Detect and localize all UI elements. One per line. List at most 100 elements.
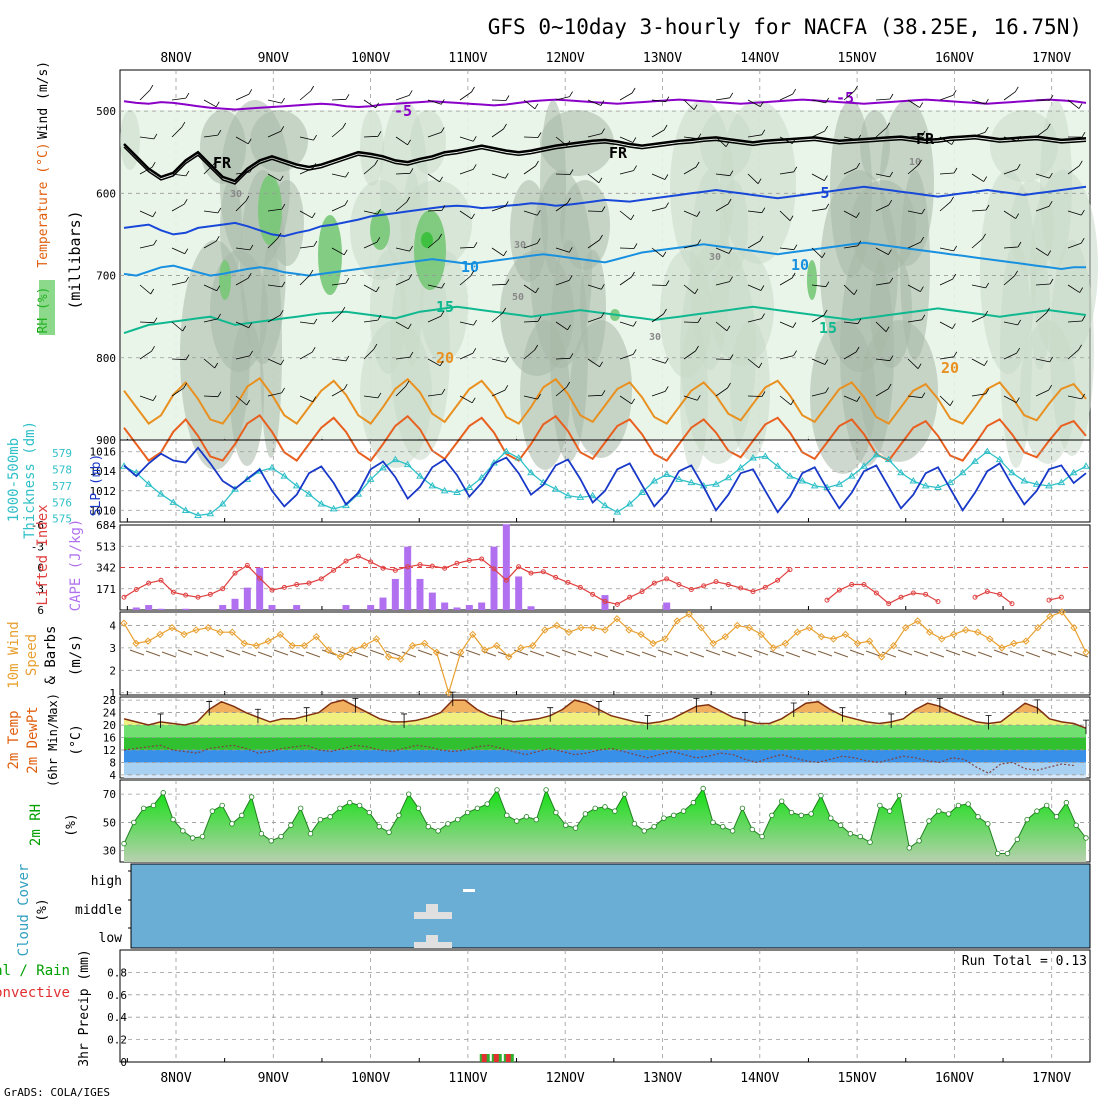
lifted-index-point xyxy=(849,582,855,587)
cloud-background xyxy=(130,863,1091,949)
cloud-axis-label: Cloud Cover xyxy=(16,864,32,957)
rh-point xyxy=(877,802,883,809)
convective-bar xyxy=(505,1054,511,1062)
cape-bar xyxy=(293,605,301,610)
minmax-bar xyxy=(547,707,554,722)
rh-point xyxy=(778,798,785,804)
wind-barb xyxy=(971,358,988,366)
rh-point xyxy=(327,814,333,820)
wind-barb xyxy=(587,284,605,290)
lifted-index-line xyxy=(974,590,1013,605)
lifted-index-point xyxy=(405,564,411,570)
cape-bar xyxy=(219,605,227,610)
wind-barb xyxy=(267,126,285,138)
wind-barb xyxy=(779,272,796,286)
wind-barb xyxy=(1073,651,1089,658)
day-label: 12NOV xyxy=(546,51,585,66)
wind-barb xyxy=(459,210,475,220)
wind-barb xyxy=(235,195,250,212)
lifted-index-point xyxy=(972,594,978,600)
lifted-index-point xyxy=(886,601,892,607)
cape-tick-label: 513 xyxy=(96,540,116,553)
wind-barb xyxy=(523,99,539,110)
wind-barb xyxy=(875,171,894,178)
day-label: 8NOV xyxy=(160,51,191,66)
wind-speed-point xyxy=(769,644,778,652)
thickness-point xyxy=(564,491,572,499)
wind-barb xyxy=(369,649,385,656)
wind-barb xyxy=(843,346,860,360)
wind-barb xyxy=(161,651,177,658)
minmax-bar xyxy=(1083,719,1089,735)
wind-barb xyxy=(907,284,924,292)
thickness-point xyxy=(206,509,215,517)
cape-bar xyxy=(379,597,387,610)
rh-point xyxy=(837,822,844,828)
wind-barb xyxy=(363,343,378,360)
wind-barb xyxy=(427,388,446,397)
wind-barb xyxy=(331,306,346,323)
wind-barb xyxy=(971,126,989,138)
cape-bar xyxy=(416,578,424,610)
contour-label: 15 xyxy=(436,298,454,316)
wind-barb xyxy=(171,198,188,212)
wind-barb xyxy=(427,311,445,323)
rh-shading xyxy=(360,110,384,186)
wind-barb xyxy=(299,163,317,175)
thickness-point xyxy=(292,481,301,489)
wind-speed-point xyxy=(649,639,657,648)
wind-barb xyxy=(971,204,990,212)
wind-barb xyxy=(747,313,765,323)
rh-point xyxy=(680,808,687,814)
rh-point xyxy=(415,805,422,811)
wind-barb xyxy=(129,649,145,656)
wind-barb xyxy=(1035,278,1054,286)
thickness-point xyxy=(835,480,844,487)
wind-barb xyxy=(1035,384,1053,397)
contour-label: 30 xyxy=(709,252,721,263)
wind-barb xyxy=(203,158,218,175)
wind-barb xyxy=(747,391,766,397)
thickness-point xyxy=(749,454,757,461)
wind-barb xyxy=(139,161,156,175)
wind-barb xyxy=(721,650,737,657)
rh-point xyxy=(150,802,157,809)
cape-bar xyxy=(157,608,165,610)
wind-speed-point xyxy=(180,630,188,639)
lifted-index-point xyxy=(836,587,842,593)
lifted-index-point xyxy=(602,599,608,604)
wind-barb xyxy=(203,313,221,323)
thickness-point xyxy=(416,472,424,479)
wind-barb xyxy=(427,205,446,212)
rh-point xyxy=(209,808,216,814)
wind-barb xyxy=(139,84,154,101)
wind-barb xyxy=(305,651,321,658)
wind-speed-point xyxy=(625,626,633,634)
wind-barb xyxy=(651,280,670,286)
cape-tick-label: 342 xyxy=(96,562,116,575)
wind-barb xyxy=(203,391,222,398)
wind-speed-point xyxy=(721,632,729,641)
thickness-point xyxy=(971,457,979,464)
day-label: 14NOV xyxy=(740,51,779,66)
wind-barb xyxy=(587,358,603,368)
wind-barb xyxy=(331,277,350,286)
wind-barb xyxy=(395,196,411,212)
lifted-index-point xyxy=(244,562,250,568)
pressure-axis-label: (millibars) xyxy=(66,210,84,309)
rh-point xyxy=(317,816,324,823)
wind-barb xyxy=(587,312,605,323)
wind-speed-point xyxy=(745,623,754,632)
rh-shading xyxy=(980,170,1036,374)
thickness-point xyxy=(638,488,646,495)
lifted-index-line xyxy=(123,555,791,605)
wind-barb xyxy=(811,387,829,397)
wind-barb xyxy=(523,238,541,249)
thickness-tick-label: 578 xyxy=(52,464,72,477)
minmax-bar xyxy=(790,702,797,718)
thickness-point xyxy=(921,481,930,489)
wind-barb xyxy=(555,136,571,147)
cape-tick-label: 171 xyxy=(96,583,116,596)
rh-point xyxy=(1034,808,1040,814)
wind-barb xyxy=(395,321,412,330)
